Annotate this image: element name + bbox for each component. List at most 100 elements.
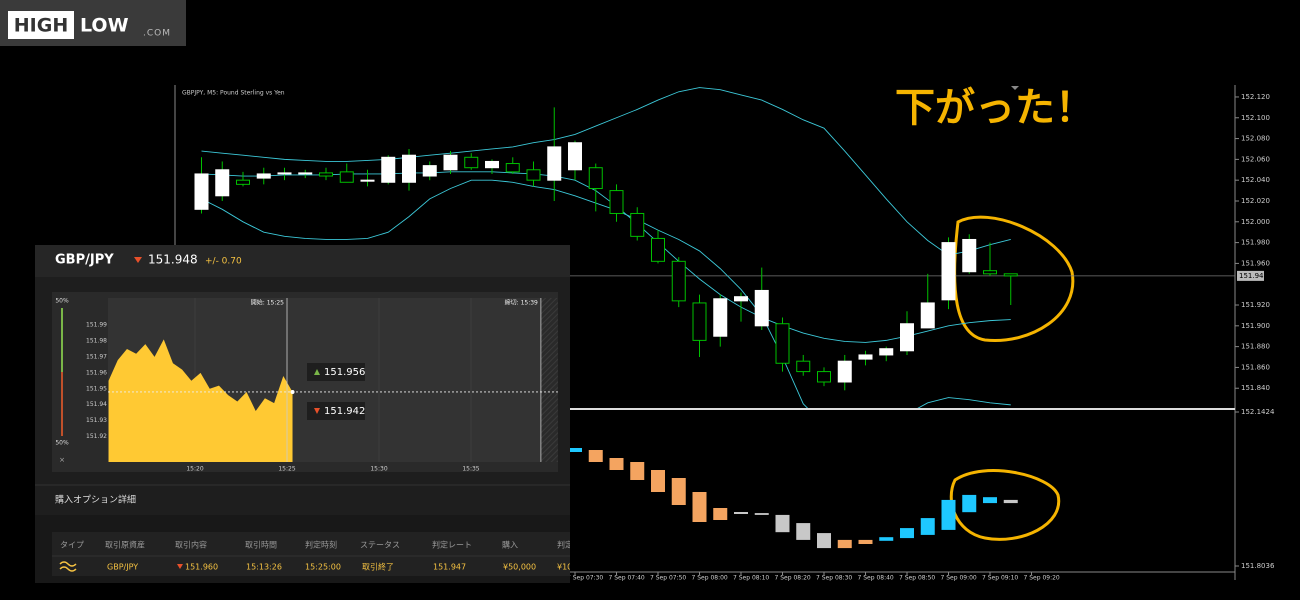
y-tick-label: 151.960: [1241, 259, 1270, 267]
x-tick-label: 7 Sep 08:40: [858, 575, 894, 582]
candle-body: [298, 172, 313, 175]
candle-body: [194, 173, 209, 210]
y-tick-label: 151.98: [86, 337, 107, 344]
y-tick-label: 151.92: [86, 433, 107, 440]
logo-high: HIGH: [14, 15, 68, 37]
percent-bottom: 50%: [55, 440, 69, 447]
ha-candle: [734, 512, 748, 514]
candle-body: [879, 348, 894, 356]
candle-body: [422, 165, 437, 177]
x-tick-label: 7 Sep 08:10: [733, 575, 769, 582]
ha-candle: [941, 499, 956, 530]
table-header: 判定: [557, 540, 573, 550]
table-cell: 15:13:26: [246, 563, 282, 572]
y-tick-label: 152.120: [1241, 93, 1270, 101]
table-cell: 151.947: [433, 563, 466, 572]
band: [201, 171, 1011, 343]
x-tick-label: 7 Sep 09:10: [982, 575, 1018, 582]
candle-body: [568, 142, 582, 171]
main-chart: GBPJPY, M5: Pound Sterling vs Yen 下がった！ …: [174, 85, 1270, 580]
logo-low: LOW: [80, 15, 129, 37]
table: [52, 532, 570, 576]
ha-candle: [962, 494, 977, 513]
y-tick-label: 152.060: [1241, 155, 1270, 163]
x-tick-label: 7 Sep 09:00: [941, 575, 977, 582]
table-cell: 151.960: [185, 563, 218, 572]
y-tick-label: 152.1424: [1241, 408, 1275, 416]
candle-body: [402, 154, 416, 183]
candle-body: [547, 146, 562, 181]
lower-chart: 152.1424 151.8036 7 Sep 07:30 7 Sep 07:40 7 …: [567, 408, 1275, 582]
plot: [194, 87, 1018, 408]
ha-candle: [651, 470, 665, 492]
ha-candle: [817, 533, 831, 549]
candle-body: [692, 302, 707, 341]
table-header: 判定時刻: [305, 540, 337, 550]
candle-body: [277, 172, 292, 175]
candle-body: [236, 179, 250, 185]
x-tick-label: 15:30: [370, 466, 387, 473]
ha-candle: [900, 528, 914, 539]
ha-candle: [879, 537, 894, 541]
table-header: 取引内容: [175, 540, 207, 550]
candle-body: [713, 298, 728, 337]
candle-body: [837, 360, 852, 383]
table-header: タイプ: [60, 541, 84, 550]
ha-candle: [983, 497, 997, 504]
candle-body: [983, 270, 997, 275]
y-tick-label: 151.95: [86, 385, 107, 392]
down-icon: [134, 257, 142, 263]
y-tick-label: 151.8036: [1241, 562, 1275, 570]
ha-candle: [920, 518, 935, 535]
ha-candle: [837, 539, 852, 549]
rate-box: [307, 402, 365, 420]
y-tick-label: 151.93: [86, 417, 107, 424]
current-price-label: 151.948: [1239, 272, 1268, 280]
annotation: 下がった！: [895, 85, 1095, 131]
chart-title: GBPJPY, M5: Pound Sterling vs Yen: [182, 90, 285, 97]
y-tick-label: 152.100: [1241, 114, 1270, 122]
pair: GBP/JPY: [55, 253, 114, 268]
x-tick-label: 15:25: [278, 466, 295, 473]
candle-body: [464, 156, 479, 169]
table-cell: ¥10: [557, 563, 572, 572]
ha-candle: [692, 492, 707, 522]
y-tick-label: 151.94: [86, 401, 107, 408]
y-tick-label: 151.99: [86, 322, 107, 329]
candle-body: [526, 169, 541, 181]
x-tick-label: 7 Sep 07:40: [609, 575, 645, 582]
table-header: 購入: [502, 540, 518, 550]
highlight-circle: [949, 469, 1061, 541]
table-header: ステータス: [360, 541, 400, 550]
band: [201, 179, 1011, 408]
candle-body: [671, 260, 686, 302]
x-tick-label: 7 Sep 08:30: [816, 575, 852, 582]
candle-body: [505, 163, 520, 173]
y-tick-label: 151.880: [1241, 343, 1270, 351]
change: +/- 0.70: [205, 257, 242, 267]
candle-body: [609, 190, 624, 214]
y-tick-label: 151.920: [1241, 301, 1270, 309]
x-tick-label: 15:20: [186, 466, 203, 473]
y-tick-label: 151.860: [1241, 363, 1270, 371]
widget-header: [35, 245, 570, 277]
ha-candle: [671, 478, 686, 505]
candle-body: [256, 173, 271, 179]
candle-body: [319, 172, 333, 177]
close-icon[interactable]: ×: [59, 456, 65, 464]
table-header: 取引原資産: [105, 540, 145, 550]
candle-body: [962, 238, 977, 273]
ha-candle: [630, 462, 645, 480]
y-tick-label: 152.080: [1241, 135, 1270, 143]
candle-body: [754, 289, 769, 327]
candle-body: [630, 212, 645, 237]
table-header: 判定レート: [432, 540, 472, 550]
x-tick-label: 7 Sep 07:30: [567, 575, 603, 582]
candle-body: [734, 296, 748, 302]
rate-icon: [314, 369, 320, 375]
logo: HIGH LOW .COM: [0, 0, 186, 46]
details-title: 購入オプション詳細: [55, 494, 136, 506]
y-tick-label: 151.97: [86, 353, 107, 360]
table-header: 取引時間: [245, 541, 277, 550]
